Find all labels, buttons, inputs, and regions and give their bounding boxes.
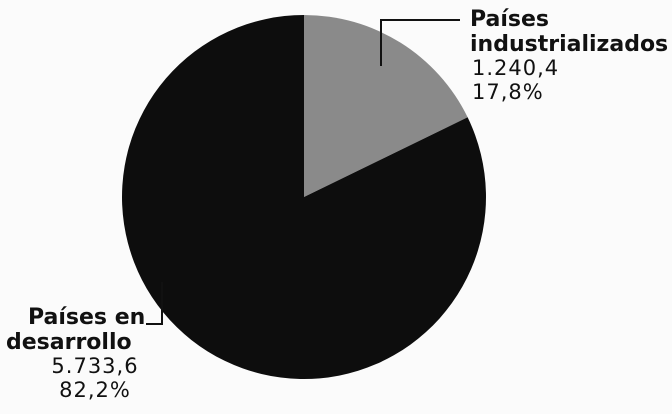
slice-name-line-2: industrializados [470, 31, 669, 57]
slice-percent-label: 82,2% [59, 377, 131, 402]
slice-percent-label: 17,8% [472, 79, 544, 104]
slice-value-label: 5.733,6 [51, 354, 139, 379]
slice-name-line-1: Países en [28, 305, 146, 330]
pie-slices [121, 15, 486, 379]
slice-name-line-1: Países [470, 7, 550, 32]
slice-name-line-2: desarrollo [6, 329, 132, 355]
slice-label-developing: Países en desarrollo 5.733,6 82,2% [6, 305, 156, 402]
pie-slice-0 [304, 15, 468, 197]
leader-line-developing [146, 282, 163, 325]
slice-value-label: 1.240,4 [472, 56, 560, 81]
leader-line-industrialized [380, 19, 460, 66]
slice-label-industrialized: Países industrializados 1.240,4 17,8% [470, 7, 669, 104]
leader-lines [146, 19, 460, 325]
pie-slice-1 [121, 15, 486, 379]
